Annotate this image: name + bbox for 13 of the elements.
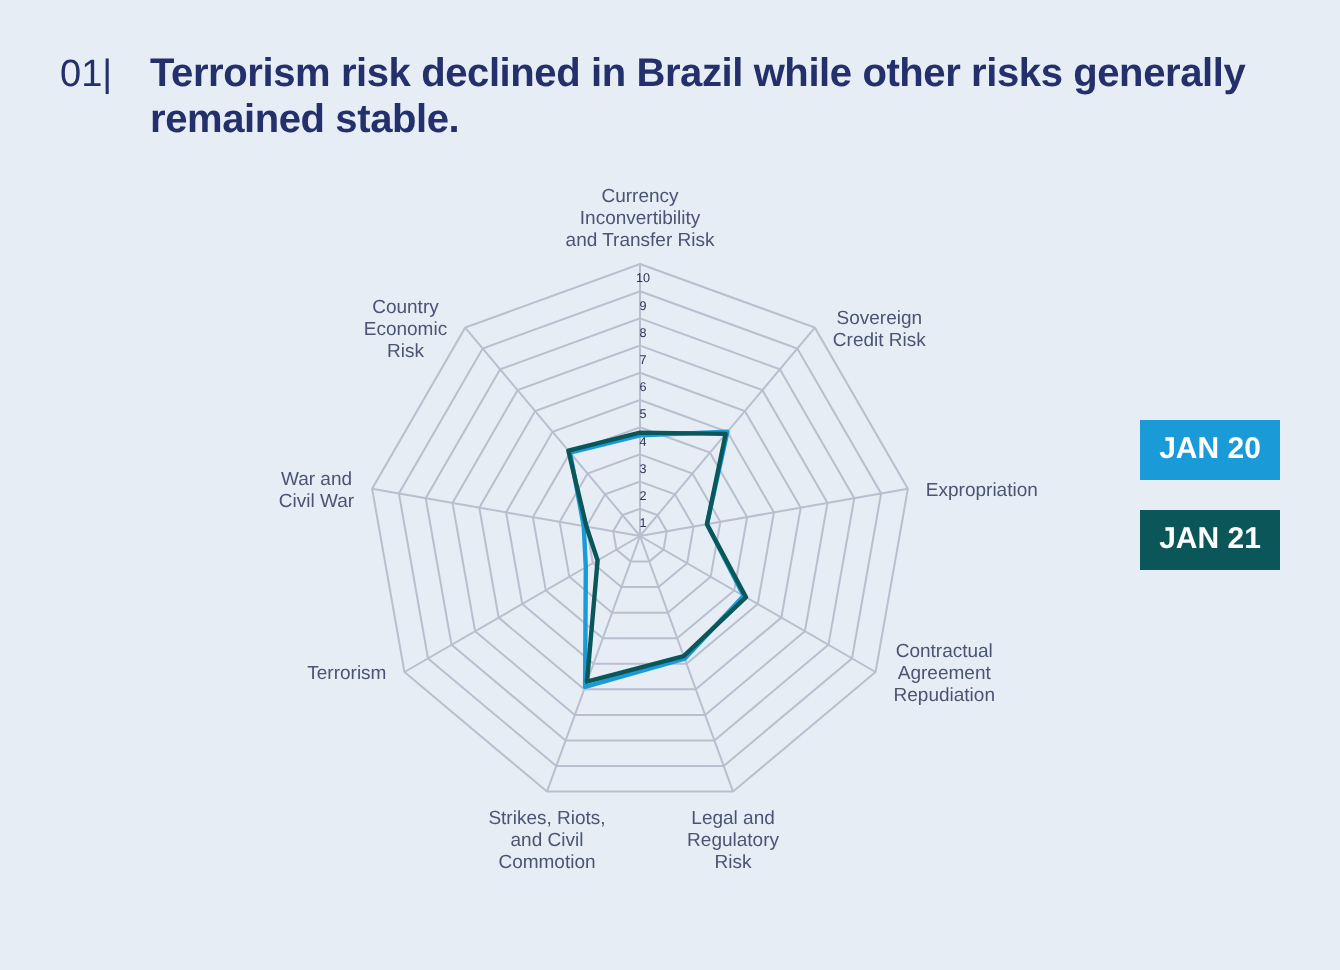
spoke-label: War and Civil War bbox=[278, 469, 355, 514]
spoke-label: Currency Inconvertibility and Transfer Risk bbox=[565, 186, 715, 253]
chart-title: Terrorism risk declined in Brazil while other risks generally remained stable. bbox=[150, 52, 1248, 144]
text: JAN 20 bbox=[1140, 420, 1280, 480]
spoke-label: Contractual Agreement Repudiation bbox=[893, 641, 995, 708]
spoke-label: Terrorism bbox=[307, 663, 387, 686]
spoke-label: Sovereign Credit Risk bbox=[832, 307, 927, 352]
text: JAN 21 bbox=[1140, 510, 1280, 570]
spoke-label: Expropriation bbox=[925, 480, 1038, 503]
spoke-label: Country Economic Risk bbox=[363, 296, 448, 363]
text: 01| bbox=[60, 54, 113, 96]
spoke-label: Legal and Regulatory Risk bbox=[687, 807, 780, 874]
spoke-label: Strikes, Riots, and Civil Commotion bbox=[488, 807, 606, 874]
